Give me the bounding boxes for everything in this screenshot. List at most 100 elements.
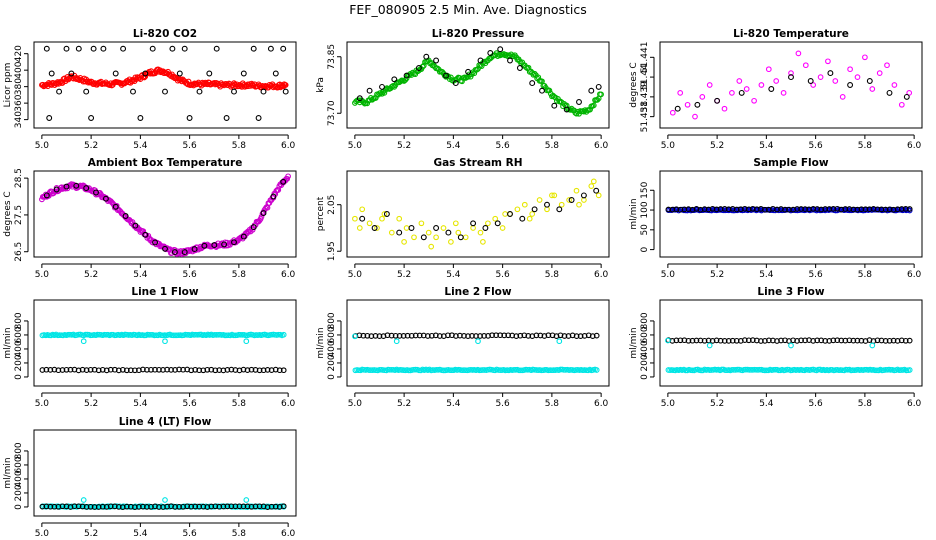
li-820-pressure-raw-point bbox=[379, 83, 385, 90]
x-tick-label: 5.4 bbox=[446, 141, 461, 151]
gas-stream-rh-avg-point bbox=[374, 225, 380, 231]
line-2-flow-raw-point bbox=[517, 332, 524, 339]
x-tick-label: 5.6 bbox=[808, 141, 823, 151]
line-3-flow-avg-point bbox=[887, 367, 894, 373]
x-tick-label: 5.4 bbox=[759, 399, 774, 409]
line-1-flow-avg-point bbox=[162, 338, 168, 345]
gas-stream-rh-avg-point bbox=[549, 192, 555, 199]
li-820-temperature-avg-point bbox=[677, 90, 684, 96]
li-820-temperature-avg-point bbox=[898, 101, 905, 108]
sample-flow-raw-point bbox=[701, 206, 708, 212]
y-tick-label: 800 bbox=[327, 312, 337, 329]
line-2-flow-raw-point bbox=[424, 333, 431, 339]
line-2-flow-raw-point bbox=[469, 333, 475, 339]
line-3-flow-raw-point bbox=[741, 337, 748, 343]
line-1-flow-avg-point bbox=[243, 338, 250, 345]
sample-flow-raw-point bbox=[870, 206, 877, 212]
li-820-pressure-avg-point bbox=[420, 62, 427, 69]
line-2-flow-avg-point bbox=[405, 367, 412, 374]
li-820-pressure-avg-point bbox=[406, 72, 412, 79]
line-2-flow-raw-point bbox=[477, 333, 483, 339]
li-820-co2-raw-point bbox=[120, 45, 127, 52]
line-2-flow-raw-point bbox=[533, 332, 540, 339]
li-820-temperature-avg-point bbox=[876, 70, 883, 76]
li-820-pressure-raw-point bbox=[452, 80, 459, 87]
plot-frame bbox=[659, 41, 923, 129]
li-820-temperature-raw-point bbox=[866, 78, 873, 84]
line-1-flow-raw-point bbox=[43, 366, 50, 373]
gas-stream-rh-avg-point bbox=[411, 234, 417, 241]
gas-stream-rh-avg-point bbox=[492, 215, 499, 222]
ambient-box-temperature-raw-point bbox=[43, 192, 50, 199]
line-3-flow-raw-point bbox=[898, 337, 905, 344]
line-3-flow-raw-point bbox=[854, 337, 861, 344]
li-820-co2-raw-point bbox=[223, 115, 230, 121]
li-820-pressure-avg-point bbox=[510, 53, 517, 60]
li-820-temperature-avg-point bbox=[839, 94, 846, 100]
line-3-flow-avg-point bbox=[898, 367, 904, 373]
line-2-flow-raw-point bbox=[416, 332, 423, 339]
li-820-pressure-raw-point bbox=[487, 50, 494, 56]
ambient-box-temperature-avg-point bbox=[285, 173, 291, 180]
li-820-co2-raw-point bbox=[255, 115, 262, 121]
line-4-lt-flow-raw-point bbox=[184, 503, 191, 510]
line-2-flow-raw-point bbox=[505, 332, 512, 339]
li-820-pressure-raw-point bbox=[465, 68, 472, 75]
line-1-flow-raw-point bbox=[123, 367, 130, 374]
line-2-flow-avg-point bbox=[376, 366, 383, 373]
sample-flow-raw-point bbox=[798, 206, 804, 212]
gas-stream-rh-avg-point bbox=[381, 211, 388, 217]
x-tick-label: 5.8 bbox=[545, 270, 560, 280]
li-820-pressure-raw-point bbox=[516, 65, 523, 71]
li-820-co2-raw-point bbox=[240, 70, 247, 77]
y-axis-label: ml/min bbox=[629, 198, 639, 229]
line-1-flow-raw-point bbox=[67, 366, 74, 373]
line-3-flow-raw-point bbox=[794, 338, 800, 344]
li-820-temperature-avg-point bbox=[795, 50, 802, 57]
plot-frame bbox=[33, 41, 297, 129]
line-1-flow-raw-point bbox=[140, 366, 146, 373]
gas-stream-rh-avg-point bbox=[359, 206, 366, 213]
y-tick-label: 200 bbox=[640, 354, 650, 371]
li-820-pressure-plot: Li-820 Pressure kPa 5.0 5.2 5.4 5.6 5.8 6.0 73.7… bbox=[316, 28, 610, 151]
line-3-flow-avg-point bbox=[862, 366, 868, 373]
y-axis-label: ml/min bbox=[316, 327, 326, 358]
line-1-flow-raw-point bbox=[164, 366, 170, 373]
y-tick-label: 28.5 bbox=[14, 168, 24, 188]
y-tick-label: 200 bbox=[14, 484, 24, 501]
li-820-pressure-raw-point bbox=[595, 83, 602, 90]
gas-stream-rh-raw-point bbox=[383, 211, 390, 217]
li-820-pressure-avg-point bbox=[563, 102, 570, 109]
li-820-temperature-plot: Li-820 Temperature degrees C 5.0 5.2 5.4 5.6 5… bbox=[629, 28, 923, 151]
line-1-flow-raw-point bbox=[260, 367, 267, 374]
panel-title: Li-820 CO2 bbox=[133, 28, 197, 40]
line-4-lt-flow-raw-point bbox=[176, 503, 182, 510]
gas-stream-rh-raw-point bbox=[482, 225, 489, 231]
li-820-pressure-avg-point bbox=[535, 74, 542, 81]
gas-stream-rh-avg-point bbox=[536, 197, 543, 203]
line-3-flow-avg-point bbox=[734, 366, 741, 373]
line-4-lt-flow-raw-point bbox=[156, 504, 162, 510]
x-tick-label: 6.0 bbox=[281, 529, 296, 539]
gas-stream-rh-avg-point bbox=[396, 215, 403, 222]
x-tick-label: 5.8 bbox=[232, 529, 247, 539]
panel-title: Gas Stream RH bbox=[433, 157, 522, 169]
li-820-co2-raw-point bbox=[68, 70, 75, 77]
x-tick-label: 5.2 bbox=[710, 270, 724, 280]
li-820-pressure-raw-point bbox=[391, 76, 398, 83]
line-1-flow-raw-point bbox=[280, 367, 287, 374]
line-3-flow-avg-point bbox=[827, 367, 834, 373]
line-3-flow-raw-point bbox=[774, 338, 780, 344]
y-tick-label: 51.438 bbox=[640, 101, 650, 133]
li-820-co2-raw-point bbox=[48, 70, 55, 77]
y-tick-label: 0 bbox=[327, 374, 337, 380]
li-820-temperature-avg-point bbox=[684, 101, 691, 108]
gas-stream-rh-avg-point bbox=[418, 220, 425, 227]
y-tick-label: 0 bbox=[14, 504, 24, 510]
line-4-lt-flow-raw-point bbox=[204, 504, 211, 510]
x-tick-label: 5.6 bbox=[182, 529, 197, 539]
line-3-flow-raw-point bbox=[818, 337, 825, 344]
plot-points bbox=[39, 45, 289, 121]
y-tick-label: 800 bbox=[14, 312, 24, 329]
plot-frame bbox=[33, 299, 297, 387]
